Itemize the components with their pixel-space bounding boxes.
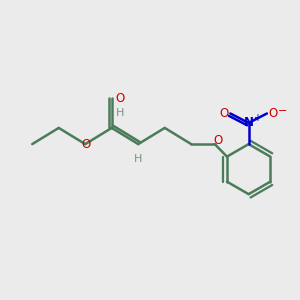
Text: −: − xyxy=(278,106,287,116)
Text: O: O xyxy=(219,107,229,120)
Text: O: O xyxy=(269,107,278,120)
Text: +: + xyxy=(253,112,261,123)
Text: O: O xyxy=(81,138,90,151)
Text: O: O xyxy=(214,134,223,147)
Text: N: N xyxy=(244,116,254,129)
Text: O: O xyxy=(115,92,124,105)
Text: H: H xyxy=(116,108,125,118)
Text: H: H xyxy=(134,154,142,164)
